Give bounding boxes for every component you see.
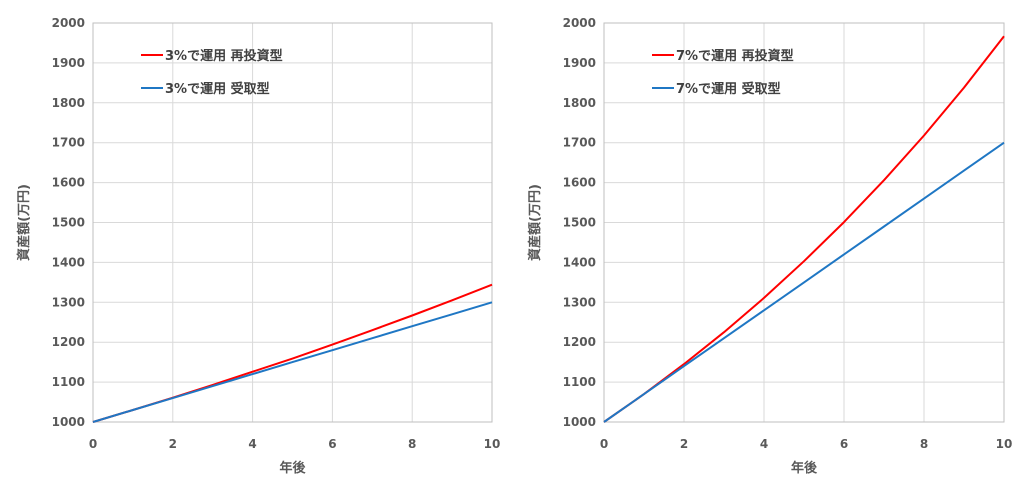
legend-label: 3%で運用 再投資型 bbox=[165, 48, 283, 64]
x-axis-title: 年後 bbox=[279, 460, 306, 476]
y-tick-label: 1200 bbox=[563, 335, 596, 349]
series-line-reinvest bbox=[603, 35, 1005, 423]
series-line-payout bbox=[603, 141, 1005, 423]
x-tick-label: 6 bbox=[840, 437, 848, 451]
y-tick-label: 1100 bbox=[563, 375, 596, 389]
y-tick-label: 1300 bbox=[563, 295, 596, 309]
x-tick-label: 8 bbox=[920, 437, 928, 451]
y-tick-label: 2000 bbox=[52, 16, 85, 30]
series-line-reinvest bbox=[92, 283, 493, 423]
x-tick-label: 0 bbox=[89, 437, 97, 451]
y-tick-label: 1700 bbox=[563, 136, 596, 150]
y-axis-title: 資産額(万円) bbox=[527, 184, 543, 261]
x-tick-label: 6 bbox=[328, 437, 336, 451]
y-tick-label: 1900 bbox=[52, 56, 85, 70]
y-tick-label: 2000 bbox=[563, 16, 596, 30]
y-tick-label: 1200 bbox=[52, 335, 85, 349]
x-tick-label: 4 bbox=[760, 437, 768, 451]
series-line-payout bbox=[92, 301, 493, 423]
y-tick-label: 1600 bbox=[52, 176, 85, 190]
y-tick-label: 1000 bbox=[52, 415, 85, 429]
x-tick-label: 10 bbox=[996, 437, 1013, 451]
x-tick-label: 8 bbox=[408, 437, 416, 451]
y-tick-label: 1800 bbox=[563, 96, 596, 110]
y-tick-label: 1300 bbox=[52, 295, 85, 309]
y-axis-title: 資産額(万円) bbox=[16, 184, 32, 261]
plot-area-border bbox=[603, 22, 1005, 423]
y-tick-label: 1600 bbox=[563, 176, 596, 190]
plot-area-border bbox=[92, 22, 493, 423]
y-tick-label: 1500 bbox=[563, 216, 596, 230]
x-tick-label: 10 bbox=[484, 437, 501, 451]
y-tick-label: 1500 bbox=[52, 216, 85, 230]
x-tick-label: 2 bbox=[680, 437, 688, 451]
x-tick-label: 2 bbox=[169, 437, 177, 451]
y-tick-label: 1000 bbox=[563, 415, 596, 429]
y-tick-label: 1400 bbox=[563, 255, 596, 269]
legend-label: 7%で運用 受取型 bbox=[676, 81, 781, 97]
x-tick-label: 0 bbox=[600, 437, 608, 451]
x-axis-title: 年後 bbox=[791, 460, 818, 476]
y-tick-label: 1700 bbox=[52, 136, 85, 150]
legend-label: 3%で運用 受取型 bbox=[165, 81, 270, 97]
y-tick-label: 1900 bbox=[563, 56, 596, 70]
x-tick-label: 4 bbox=[248, 437, 256, 451]
y-tick-label: 1100 bbox=[52, 375, 85, 389]
y-tick-label: 1400 bbox=[52, 255, 85, 269]
y-tick-label: 1800 bbox=[52, 96, 85, 110]
legend-label: 7%で運用 再投資型 bbox=[676, 48, 794, 64]
